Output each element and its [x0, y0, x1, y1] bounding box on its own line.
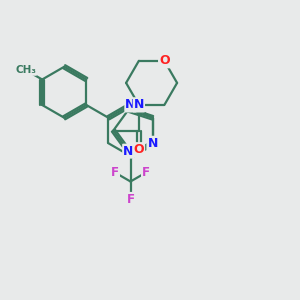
Text: O: O — [159, 54, 170, 67]
Text: N: N — [123, 145, 134, 158]
Text: N: N — [134, 98, 144, 112]
Text: CH₃: CH₃ — [15, 65, 36, 75]
Text: N: N — [147, 137, 158, 150]
Text: N: N — [125, 98, 136, 112]
Text: F: F — [127, 193, 134, 206]
Text: F: F — [111, 166, 119, 179]
Text: F: F — [142, 166, 150, 179]
Text: O: O — [134, 143, 144, 156]
